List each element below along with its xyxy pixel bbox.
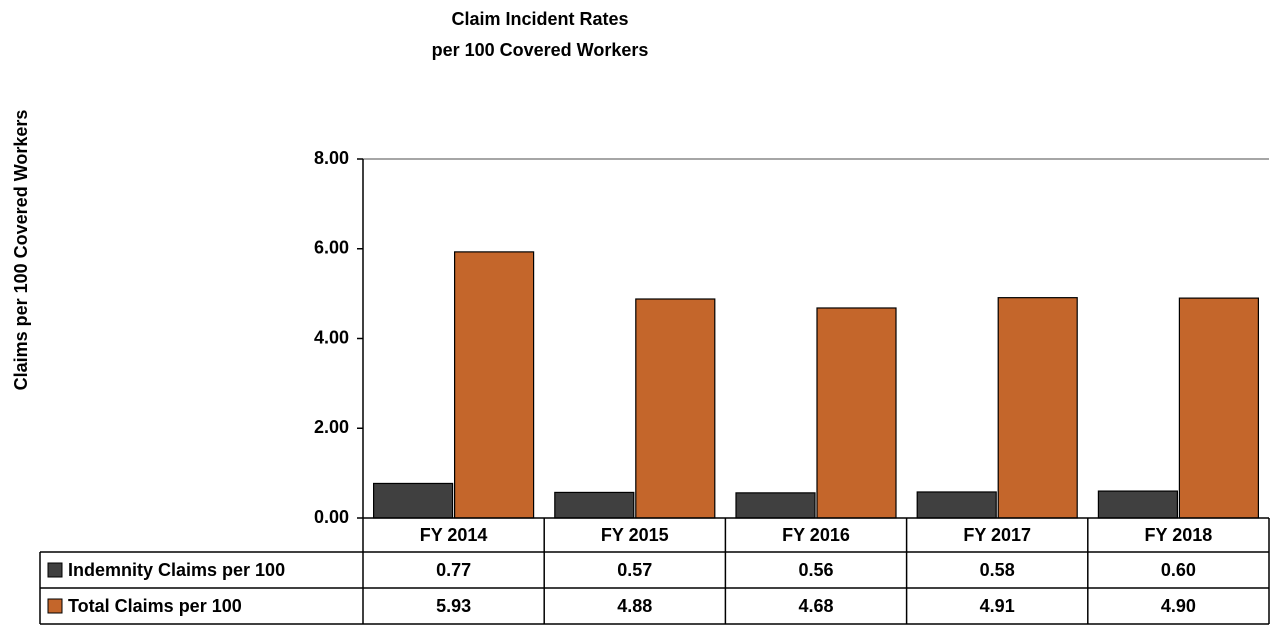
y-axis-label: Claims per 100 Covered Workers xyxy=(11,110,31,391)
y-tick-label: 0.00 xyxy=(314,507,349,527)
x-tick-label: FY 2014 xyxy=(420,525,488,545)
y-tick-label: 6.00 xyxy=(314,238,349,258)
legend-swatch xyxy=(47,598,63,614)
data-label: 0.58 xyxy=(980,560,1015,580)
x-tick-label: FY 2018 xyxy=(1145,525,1213,545)
y-tick-label: 8.00 xyxy=(314,148,349,168)
legend-label: Indemnity Claims per 100 xyxy=(68,560,285,580)
bar xyxy=(454,251,535,519)
x-tick-label: FY 2016 xyxy=(782,525,850,545)
data-label: 4.68 xyxy=(798,596,833,616)
bar xyxy=(816,307,897,519)
bar xyxy=(997,297,1078,519)
legend-label: Total Claims per 100 xyxy=(68,596,242,616)
data-label: 4.90 xyxy=(1161,596,1196,616)
data-label: 0.77 xyxy=(436,560,471,580)
x-tick-label: FY 2017 xyxy=(963,525,1031,545)
y-tick-label: 4.00 xyxy=(314,327,349,347)
y-tick-label: 2.00 xyxy=(314,417,349,437)
bar xyxy=(1097,490,1179,519)
data-label: 4.88 xyxy=(617,596,652,616)
bar xyxy=(373,482,454,519)
x-tick-label: FY 2015 xyxy=(601,525,669,545)
bar xyxy=(916,491,997,519)
data-label: 0.60 xyxy=(1161,560,1196,580)
legend-swatch xyxy=(47,562,63,578)
data-label: 4.91 xyxy=(980,596,1015,616)
data-label: 0.56 xyxy=(798,560,833,580)
data-label: 0.57 xyxy=(617,560,652,580)
bar xyxy=(1178,297,1260,519)
bar xyxy=(735,492,816,519)
chart-title: per 100 Covered Workers xyxy=(432,40,649,60)
chart-title: Claim Incident Rates xyxy=(451,9,628,29)
bar xyxy=(635,298,716,519)
data-label: 5.93 xyxy=(436,596,471,616)
bar xyxy=(554,491,635,519)
